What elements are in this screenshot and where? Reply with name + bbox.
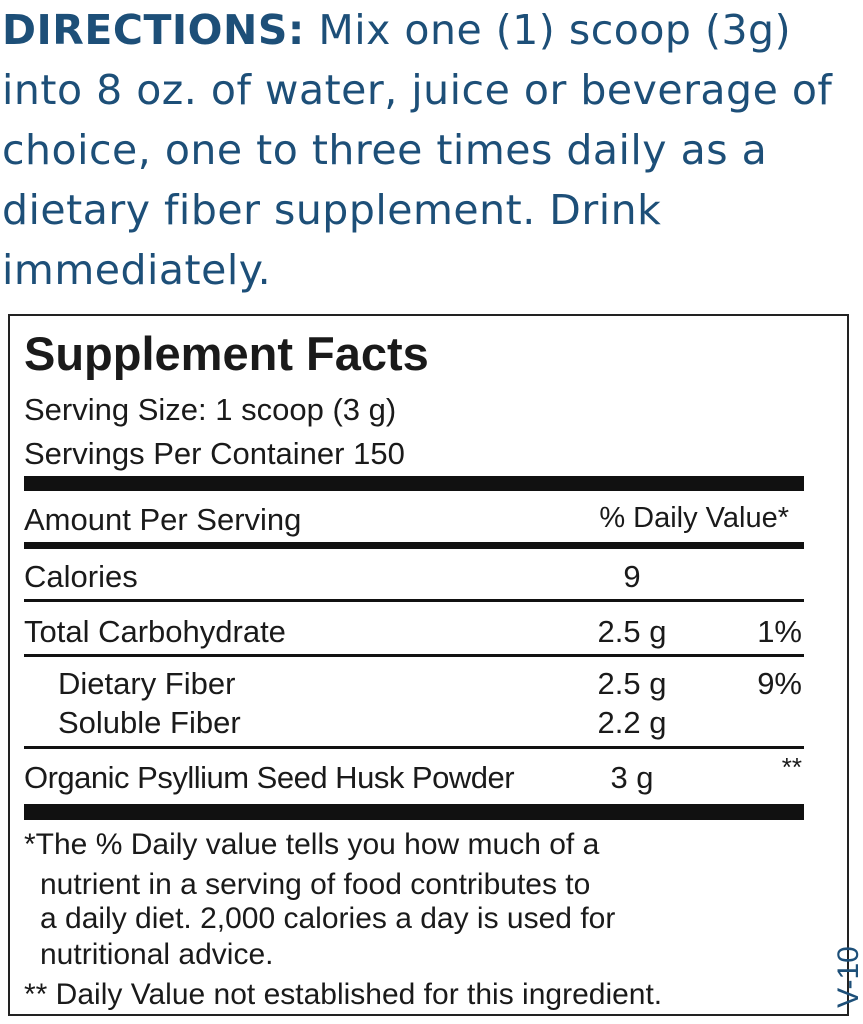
footnote-line: nutritional advice.: [40, 938, 274, 971]
row-amount: 9: [623, 559, 641, 594]
directions-label: DIRECTIONS:: [2, 6, 305, 54]
row-dv: 1%: [757, 614, 802, 649]
serving-size: Serving Size: 1 scoop (3 g): [24, 392, 397, 427]
header-daily-value: % Daily Value*: [599, 502, 789, 534]
row-dv: 9%: [757, 666, 802, 701]
header-amount: Amount Per Serving: [24, 502, 302, 537]
thin-divider: [24, 746, 804, 749]
row-name: Total Carbohydrate: [24, 614, 286, 649]
footnote-line: a daily diet. 2,000 calories a day is us…: [40, 902, 616, 935]
footnote-line: *The % Daily value tells you how much of…: [24, 828, 600, 861]
footnote-line: nutrient in a serving of food contribute…: [40, 868, 591, 901]
row-dv: **: [781, 752, 802, 782]
supplement-facts-panel: Supplement Facts Serving Size: 1 scoop (…: [8, 314, 849, 1016]
row-amount: 2.5 g: [597, 614, 667, 649]
row-name: Soluble Fiber: [58, 705, 241, 740]
row-amount: 2.2 g: [597, 705, 667, 740]
thick-divider: [24, 804, 804, 820]
version-code: V-10: [831, 946, 863, 1008]
servings-per-container: Servings Per Container 150: [24, 436, 405, 471]
row-name: Calories: [24, 559, 138, 594]
facts-title: Supplement Facts: [24, 327, 429, 380]
row-name: Organic Psyllium Seed Husk Powder: [24, 760, 515, 795]
thin-divider: [24, 654, 804, 657]
thick-divider: [24, 476, 804, 491]
row-amount: 3 g: [610, 760, 654, 795]
directions-text: DIRECTIONS: Mix one (1) scoop (3g) into …: [2, 0, 862, 300]
medium-divider: [24, 542, 804, 549]
thin-divider: [24, 599, 804, 602]
footnote-daily-value: ** Daily Value not established for this …: [24, 978, 663, 1011]
row-name: Dietary Fiber: [58, 666, 236, 701]
row-amount: 2.5 g: [597, 666, 667, 701]
directions-body: Mix one (1) scoop (3g) into 8 oz. of wat…: [2, 6, 833, 294]
